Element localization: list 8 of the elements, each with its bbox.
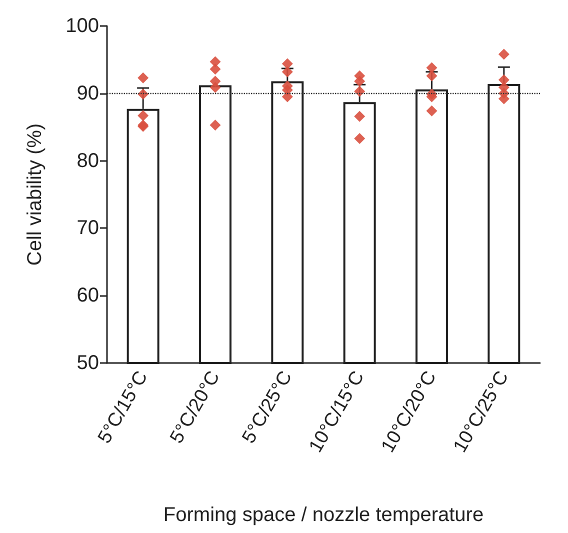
y-tick-label: 70 <box>76 217 99 240</box>
y-tick-label: 50 <box>76 352 99 374</box>
y-tick-label: 90 <box>76 82 99 104</box>
y-tick-label: 100 <box>66 15 99 37</box>
y-axis-title: Cell viability (%) <box>24 123 46 266</box>
x-axis-title: Forming space / nozzle temperature <box>163 504 484 526</box>
y-tick-label: 60 <box>76 284 99 307</box>
y-tick-label: 80 <box>76 150 99 172</box>
